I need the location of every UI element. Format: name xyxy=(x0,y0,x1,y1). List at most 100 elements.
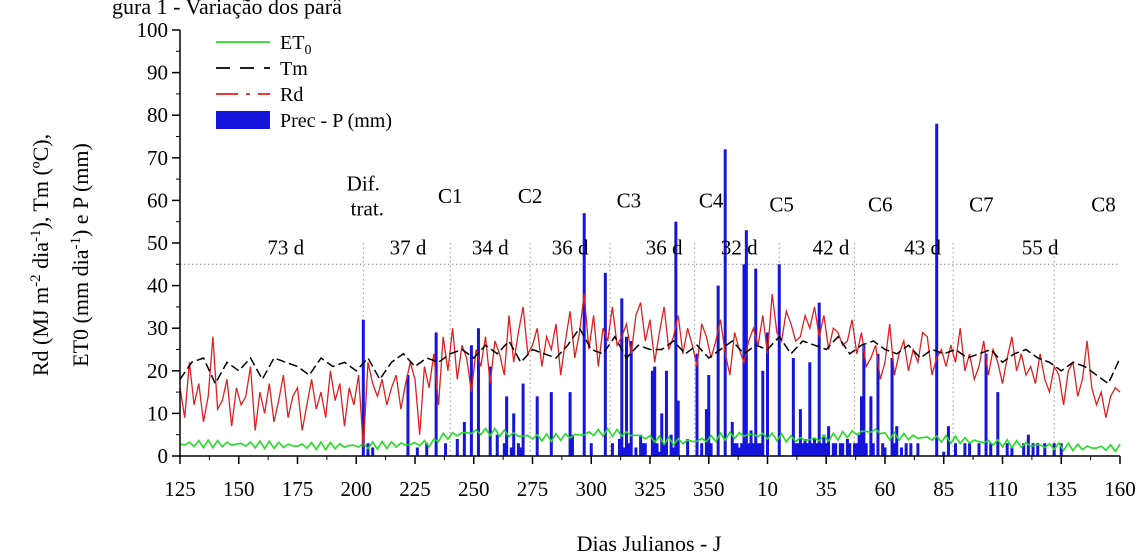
x-tick-label: 110 xyxy=(987,477,1018,501)
precip-bar xyxy=(857,434,861,456)
duration-label: 73 d xyxy=(267,235,304,259)
precip-bar xyxy=(664,370,668,456)
precip-bar xyxy=(892,443,896,456)
precip-bar xyxy=(808,362,812,456)
x-tick-label: 85 xyxy=(933,477,954,501)
precip-bar xyxy=(824,443,828,456)
precip-bar xyxy=(686,438,690,456)
cycle-label: C4 xyxy=(699,188,724,212)
precip-bar xyxy=(895,426,899,456)
precip-bar xyxy=(777,264,781,456)
precip-bar xyxy=(488,366,492,456)
series-rd-line xyxy=(179,294,1121,448)
duration-label: 37 d xyxy=(390,235,427,259)
precip-bar xyxy=(883,447,887,456)
precip-bar xyxy=(634,447,638,456)
x-tick-label: 200 xyxy=(341,477,373,501)
precip-bar xyxy=(462,421,466,456)
precip-bar xyxy=(509,447,513,456)
precip-bar xyxy=(610,443,614,456)
x-axis-label: Dias Julianos - J xyxy=(577,531,722,556)
cycle-label: C3 xyxy=(617,188,642,212)
cycle-label: C2 xyxy=(518,184,543,208)
precip-bar xyxy=(695,353,699,456)
precip-bar xyxy=(805,443,809,456)
precip-bar xyxy=(791,358,795,456)
precip-bar xyxy=(737,447,741,456)
precip-bar xyxy=(669,434,673,456)
precip-bar xyxy=(672,447,675,456)
legend-swatch-prec xyxy=(216,111,270,129)
precip-bar xyxy=(946,426,950,456)
precip-bar xyxy=(864,443,868,456)
precip-bar xyxy=(627,443,631,456)
precip-bar xyxy=(942,451,946,456)
precip-bar xyxy=(662,443,666,456)
precip-bar xyxy=(371,447,375,456)
y-axis-label-sup: -1 xyxy=(28,230,44,243)
precip-bar xyxy=(766,332,769,456)
precip-bar xyxy=(904,443,908,456)
y-tick-label: 30 xyxy=(147,316,168,340)
precip-bar xyxy=(1010,447,1014,456)
precip-bar xyxy=(862,345,866,456)
cycle-label: Dif. xyxy=(347,171,380,195)
cycle-label: C7 xyxy=(969,193,994,217)
precip-bar xyxy=(674,221,678,456)
precip-bar xyxy=(740,443,744,456)
cycle-label: C6 xyxy=(868,193,893,217)
precip-bar xyxy=(735,443,739,456)
legend-label: Rd xyxy=(280,84,303,106)
duration-label: 36 d xyxy=(552,235,589,259)
precip-bar xyxy=(813,438,816,456)
precip-bar xyxy=(1036,443,1040,456)
precip-bar xyxy=(749,430,753,456)
precip-bar xyxy=(582,213,586,456)
precip-bar xyxy=(871,443,875,456)
legend-label: Prec - P (mm) xyxy=(280,110,392,132)
precip-bar xyxy=(655,443,659,456)
precip-bar xyxy=(916,443,920,456)
precip-bar xyxy=(603,272,607,456)
precip-bar xyxy=(881,443,885,456)
duration-label: 32 d xyxy=(721,235,758,259)
y-axis-label-sup: -1 xyxy=(68,237,84,250)
precip-bar xyxy=(1043,443,1047,456)
x-tick-label: 300 xyxy=(576,477,608,501)
x-tick-label: 135 xyxy=(1046,477,1078,501)
precip-bar xyxy=(733,443,737,456)
precip-bar xyxy=(660,413,664,456)
precip-bar xyxy=(984,353,988,456)
y-axis-label-part: ), Tm (ºC), xyxy=(28,134,53,230)
series-tm-line xyxy=(179,326,1121,386)
precip-bar xyxy=(876,353,880,456)
precip-bar xyxy=(801,443,805,456)
precip-bar xyxy=(707,375,711,456)
precip-bar xyxy=(909,443,913,456)
precip-bar xyxy=(406,375,410,456)
precip-bar xyxy=(810,443,814,456)
precip-bar xyxy=(516,443,520,456)
duration-label: 36 d xyxy=(646,235,683,259)
precip-bar xyxy=(963,443,967,456)
x-tick-label: 10 xyxy=(757,477,778,501)
x-tick-label: 225 xyxy=(399,477,431,501)
precip-bar xyxy=(700,443,704,456)
precip-bar xyxy=(549,392,553,456)
precip-bar xyxy=(650,370,654,456)
legend-label-sub: 0 xyxy=(304,43,311,58)
cycle-label-line2: trat. xyxy=(351,196,384,220)
precip-bar xyxy=(643,443,647,456)
series-et0-line xyxy=(179,426,1121,453)
cycle-label: C5 xyxy=(769,193,794,217)
precip-bar xyxy=(954,443,957,456)
precip-bar xyxy=(855,443,859,456)
precip-bar xyxy=(754,268,758,456)
y-axis-label-part: dia xyxy=(28,242,53,275)
precip-bar xyxy=(890,358,894,456)
precip-bar xyxy=(415,447,419,456)
y-axis-label: Rd (MJ m-2 dia-1), Tm (ºC), xyxy=(28,134,53,376)
precip-bar xyxy=(657,451,661,456)
precip-bar xyxy=(747,443,751,456)
precip-bar xyxy=(831,443,835,456)
